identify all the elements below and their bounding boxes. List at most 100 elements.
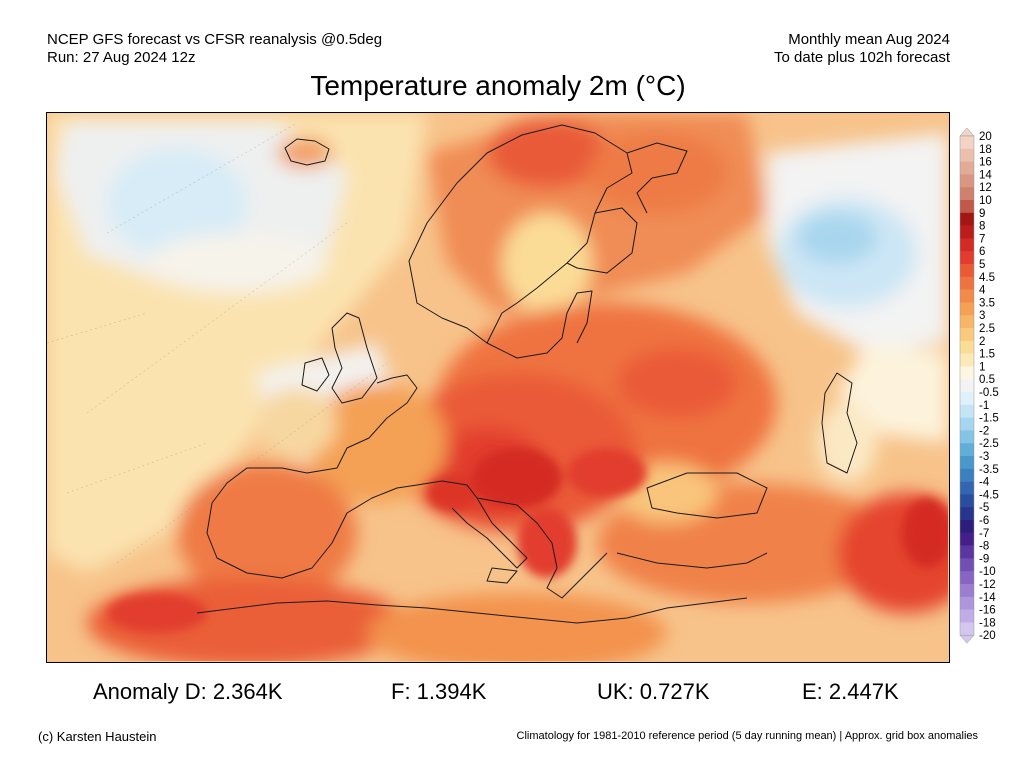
colorbar-swatch — [960, 200, 974, 214]
colorbar-swatch — [960, 340, 974, 354]
stat-france: F: 1.394K — [391, 679, 487, 704]
stat-spain: E: 2.447K — [802, 679, 899, 704]
graticule — [47, 122, 388, 564]
colorbar-tick-label: -6 — [979, 515, 989, 527]
colorbar-swatch — [960, 520, 974, 534]
colorbar-tick-label: 20 — [979, 131, 992, 143]
colorbar-swatch — [960, 264, 974, 278]
anomaly-map — [46, 112, 950, 663]
colorbar-tick-label: -4 — [979, 477, 990, 489]
colorbar-swatch — [960, 532, 974, 546]
colorbar-swatch — [960, 148, 974, 162]
coastlines — [196, 124, 858, 624]
colorbar-tick-label: 4.5 — [979, 272, 995, 284]
colorbar-swatch — [960, 161, 974, 175]
colorbar-tick-label: -8 — [979, 541, 989, 553]
colorbar-tick-label: 14 — [979, 169, 992, 181]
colorbar: 20 18 16 14 12 10 9 8 7 6 5 4.5 4 3.5 3 2.5 2 1.5 1 0.5 -0.5… — [958, 127, 1018, 661]
colorbar-tick-label: -18 — [979, 617, 996, 629]
colorbar-swatch — [960, 404, 974, 418]
colorbar-tick-label: -5 — [979, 502, 989, 514]
header-left: NCEP GFS forecast vs CFSR reanalysis @0.… — [47, 31, 382, 67]
stat-germany: Anomaly D: 2.364K — [93, 679, 283, 704]
colorbar-swatch — [960, 212, 974, 226]
colorbar-tick-label: 12 — [979, 182, 992, 194]
colorbar-swatch — [960, 392, 974, 406]
colorbar-swatch — [960, 507, 974, 521]
colorbar-swatch — [960, 174, 974, 188]
header-right: Monthly mean Aug 2024 To date plus 102h … — [774, 31, 950, 67]
colorbar-swatch — [960, 379, 974, 393]
colorbar-tick-label: -0.5 — [979, 387, 999, 399]
colorbar-tick-label: 1.5 — [979, 349, 995, 361]
colorbar-tick-label: -12 — [979, 579, 996, 591]
colorbar-swatch — [960, 251, 974, 265]
colorbar-swatch — [960, 443, 974, 457]
colorbar-swatch — [960, 571, 974, 585]
colorbar-tick-label: 1 — [979, 361, 985, 373]
colorbar-tick-label: -3.5 — [979, 464, 999, 476]
colorbar-tick-label: -1 — [979, 400, 989, 412]
colorbar-swatch — [960, 456, 974, 470]
colorbar-tick-label: -10 — [979, 566, 996, 578]
colorbar-swatch — [960, 302, 974, 316]
period-label: Monthly mean Aug 2024 — [788, 31, 950, 48]
colorbar-tick-label: -16 — [979, 605, 996, 617]
hot-spots — [107, 448, 948, 633]
colorbar-swatch — [960, 225, 974, 239]
colorbar-tick-label: -20 — [979, 630, 996, 642]
colorbar-graphic: 201816141210987654.543.532.521.510.5-0.5… — [959, 127, 999, 644]
colorbar-swatch — [960, 276, 974, 290]
colorbar-tick-label: 3.5 — [979, 297, 995, 309]
colorbar-swatch — [960, 289, 974, 303]
colorbar-swatch — [960, 609, 974, 623]
colorbar-overflow-low — [959, 634, 975, 644]
colorbar-swatch — [960, 315, 974, 329]
colorbar-tick-label: -14 — [979, 592, 996, 604]
colorbar-tick-label: 3 — [979, 310, 985, 322]
colorbar-swatch — [960, 481, 974, 495]
colorbar-swatch — [960, 238, 974, 252]
colorbar-swatch — [960, 596, 974, 610]
colorbar-tick-label: 2 — [979, 336, 985, 348]
chart-title: Temperature anomaly 2m (°C) — [310, 70, 686, 101]
colorbar-tick-label: 16 — [979, 157, 992, 169]
colorbar-swatch — [960, 187, 974, 201]
colorbar-overflow-high — [959, 127, 975, 137]
colorbar-tick-label: 0.5 — [979, 374, 995, 386]
colorbar-swatch — [960, 622, 974, 636]
colorbar-swatch — [960, 545, 974, 559]
colorbar-tick-label: 6 — [979, 246, 985, 258]
colorbar-tick-label: -9 — [979, 553, 989, 565]
colorbar-tick-label: -3 — [979, 451, 989, 463]
colorbar-swatch — [960, 353, 974, 367]
colorbar-tick-label: -2 — [979, 425, 989, 437]
forecast-note: To date plus 102h forecast — [774, 49, 950, 66]
colorbar-swatch — [960, 366, 974, 380]
model-run-title: NCEP GFS forecast vs CFSR reanalysis @0.… — [47, 31, 383, 48]
colorbar-tick-label: -2.5 — [979, 438, 999, 450]
stat-uk: UK: 0.727K — [597, 679, 710, 704]
colorbar-tick-label: 7 — [979, 233, 985, 245]
colorbar-swatch — [960, 430, 974, 444]
colorbar-tick-label: -4.5 — [979, 489, 999, 501]
colorbar-swatch — [960, 328, 974, 342]
credit: (c) Karsten Haustein — [38, 729, 157, 744]
colorbar-swatch — [960, 136, 974, 150]
colorbar-swatch — [960, 468, 974, 482]
climatology-note: Climatology for 1981-2010 reference peri… — [516, 730, 978, 742]
colorbar-tick-label: 4 — [979, 285, 986, 297]
colorbar-tick-label: -7 — [979, 528, 989, 540]
colorbar-tick-label: 8 — [979, 221, 985, 233]
colorbar-tick-label: 18 — [979, 144, 992, 156]
colorbar-tick-label: 2.5 — [979, 323, 995, 335]
run-time: Run: 27 Aug 2024 12z — [47, 49, 196, 66]
colorbar-swatch — [960, 417, 974, 431]
colorbar-swatch — [960, 494, 974, 508]
colorbar-tick-label: -1.5 — [979, 413, 999, 425]
colorbar-tick-label: 5 — [979, 259, 985, 271]
colorbar-outline — [959, 135, 975, 636]
colorbar-tick-label: 9 — [979, 208, 985, 220]
colorbar-swatch — [960, 558, 974, 572]
colorbar-swatch — [960, 584, 974, 598]
